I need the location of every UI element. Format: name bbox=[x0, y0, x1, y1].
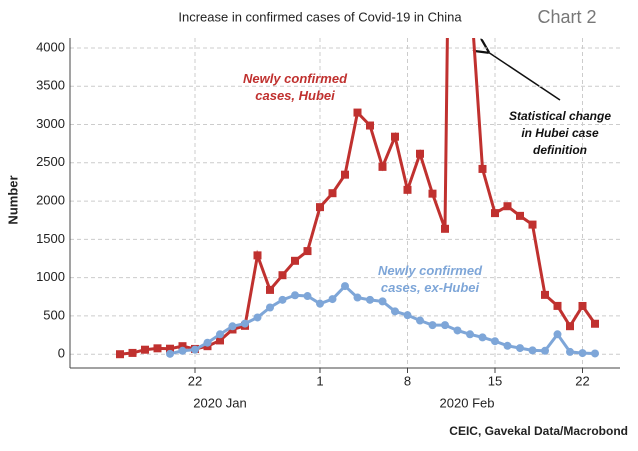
point bbox=[391, 132, 399, 141]
y-tick-label: 3000 bbox=[36, 116, 65, 131]
point bbox=[303, 247, 312, 256]
point bbox=[478, 164, 487, 173]
point bbox=[278, 295, 287, 304]
point bbox=[516, 344, 524, 353]
point bbox=[291, 256, 299, 265]
y-tick-label: 4000 bbox=[36, 39, 65, 54]
point bbox=[553, 301, 562, 310]
x-tick-label: 22 bbox=[575, 373, 589, 388]
series-label: Newly confirmed cases, Hubei bbox=[242, 71, 348, 103]
point bbox=[378, 162, 387, 171]
point bbox=[153, 344, 162, 353]
x-tick-label: 15 bbox=[488, 373, 502, 388]
point bbox=[591, 349, 599, 358]
point bbox=[503, 202, 512, 211]
point bbox=[453, 326, 462, 335]
point bbox=[191, 345, 199, 354]
x-tick-label: 22 bbox=[188, 373, 202, 388]
point bbox=[403, 185, 412, 194]
point bbox=[266, 285, 274, 294]
point bbox=[353, 108, 362, 117]
annotation: Statistical change in Hubei case definit… bbox=[508, 109, 612, 157]
point bbox=[328, 295, 337, 304]
point bbox=[178, 346, 187, 355]
y-tick-label: 2500 bbox=[36, 154, 65, 169]
y-axis-label: Number bbox=[5, 175, 20, 224]
annotation-arrow bbox=[488, 52, 561, 101]
point bbox=[203, 338, 212, 347]
point bbox=[328, 189, 337, 198]
point bbox=[241, 319, 249, 328]
point bbox=[316, 299, 324, 308]
point bbox=[441, 224, 449, 233]
point bbox=[316, 203, 324, 212]
point bbox=[541, 346, 549, 355]
point bbox=[566, 347, 574, 356]
point bbox=[491, 209, 499, 218]
y-tick-label: 500 bbox=[43, 307, 65, 322]
point bbox=[553, 330, 562, 339]
point bbox=[303, 292, 312, 301]
point bbox=[178, 342, 187, 351]
point bbox=[216, 336, 224, 345]
x-tick-label: 1 bbox=[316, 373, 323, 388]
point bbox=[291, 291, 299, 300]
series-label: Newly confirmed cases, ex-Hubei bbox=[377, 263, 483, 295]
x-tick-label: 8 bbox=[404, 373, 411, 388]
point bbox=[278, 271, 287, 280]
y-tick-label: 2000 bbox=[36, 193, 65, 208]
point bbox=[228, 322, 237, 331]
point bbox=[416, 316, 424, 325]
point bbox=[341, 170, 349, 179]
point bbox=[578, 301, 587, 310]
point bbox=[391, 307, 399, 316]
point bbox=[478, 333, 487, 342]
point bbox=[503, 341, 512, 350]
point bbox=[491, 337, 499, 346]
plot-area bbox=[116, 38, 599, 359]
point bbox=[428, 321, 437, 330]
point bbox=[128, 348, 137, 357]
point bbox=[416, 149, 424, 158]
point bbox=[466, 330, 474, 339]
series-line bbox=[169, 283, 596, 356]
y-tick-label: 3500 bbox=[36, 78, 65, 93]
point bbox=[516, 211, 524, 220]
point bbox=[141, 345, 149, 354]
point bbox=[566, 322, 574, 331]
point bbox=[166, 349, 174, 358]
point bbox=[441, 321, 449, 330]
point bbox=[528, 220, 537, 229]
y-tick-label: 1000 bbox=[36, 269, 65, 284]
point bbox=[353, 293, 362, 302]
y-tick-label: 1500 bbox=[36, 231, 65, 246]
point bbox=[541, 290, 549, 299]
x-group-label: 2020 Jan bbox=[193, 395, 247, 410]
point bbox=[166, 344, 174, 353]
chart-title: Increase in confirmed cases of Covid-19 … bbox=[178, 9, 462, 24]
point bbox=[341, 282, 349, 291]
chart-tag: Chart 2 bbox=[537, 7, 596, 27]
point bbox=[253, 313, 262, 322]
point bbox=[403, 311, 412, 320]
point bbox=[253, 251, 262, 260]
point bbox=[116, 350, 124, 359]
point bbox=[591, 319, 599, 328]
source: CEIC, Gavekal Data/Macrobond bbox=[449, 424, 628, 438]
x-group-label: 2020 Feb bbox=[440, 395, 495, 410]
point bbox=[216, 330, 224, 339]
point bbox=[366, 295, 374, 304]
point bbox=[366, 121, 374, 130]
point bbox=[266, 303, 274, 312]
point bbox=[428, 189, 437, 198]
point bbox=[578, 349, 587, 358]
point bbox=[528, 346, 537, 355]
y-tick-label: 0 bbox=[58, 346, 65, 361]
point bbox=[378, 297, 387, 306]
